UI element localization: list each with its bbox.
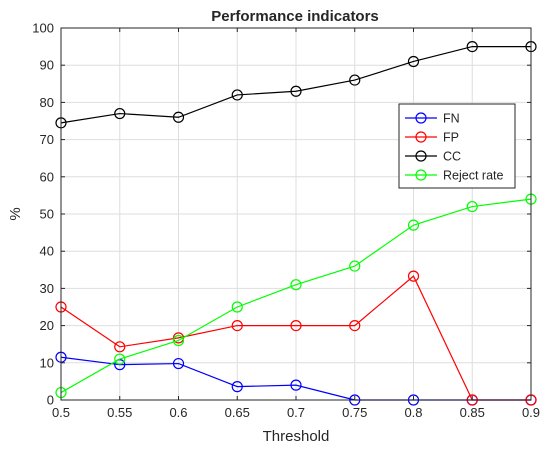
- x-tick-label: 0.9: [522, 405, 540, 420]
- x-tick-label: 0.55: [107, 405, 132, 420]
- y-tick-label: 100: [32, 21, 54, 36]
- data-point-reject-rate: [290, 279, 302, 291]
- series-reject-rate: [55, 193, 537, 399]
- legend: FN FP CC Reject rate: [398, 103, 516, 189]
- legend-marker-cc: [415, 150, 427, 162]
- x-tick-label: 0.5: [52, 405, 70, 420]
- x-tick-label: 0.7: [287, 405, 305, 420]
- data-point-fn: [231, 381, 243, 393]
- grid: [61, 28, 531, 400]
- data-point-reject-rate: [466, 200, 478, 213]
- data-point-fp: [349, 320, 361, 332]
- legend-marker-reject-rate: [415, 169, 427, 181]
- legend-label-fp: FP: [443, 131, 459, 145]
- y-axis: 0 10 20 30 40 50 60 70 80 90 100: [32, 21, 531, 408]
- data-point-cc: [114, 107, 126, 120]
- data-point-fp: [407, 270, 420, 282]
- data-point-cc: [407, 55, 420, 68]
- data-point-cc: [290, 85, 302, 97]
- y-tick-label: 20: [40, 318, 54, 333]
- data-point-cc: [172, 111, 185, 123]
- y-axis-label: %: [7, 207, 24, 220]
- y-tick-label: 40: [40, 244, 54, 259]
- x-tick-label: 0.8: [404, 405, 422, 420]
- y-tick-label: 50: [40, 207, 54, 222]
- x-axis-label: Threshold: [263, 428, 330, 445]
- data-point-cc: [231, 89, 243, 101]
- data-point-cc: [349, 74, 361, 86]
- y-tick-label: 90: [40, 58, 54, 73]
- data-point-fp: [290, 320, 302, 332]
- data-point-reject-rate: [231, 301, 243, 313]
- x-tick-label: 0.75: [342, 405, 367, 420]
- data-point-fn: [290, 379, 302, 391]
- legend-label-cc: CC: [443, 150, 461, 164]
- y-tick-label: 10: [40, 355, 54, 370]
- data-point-fp: [231, 320, 243, 332]
- x-axis: 0.5 0.55 0.6 0.65 0.7 0.75 0.8 0.85 0.9: [52, 28, 540, 420]
- series-line-fp: [60, 275, 531, 401]
- x-tick-label: 0.65: [225, 405, 250, 420]
- chart-title: Performance indicators: [211, 8, 379, 25]
- series-line-reject-rate: [60, 198, 532, 394]
- series-line-cc: [60, 45, 531, 124]
- legend-marker-fn: [415, 112, 427, 124]
- legend-label-reject-rate: Reject rate: [443, 169, 503, 183]
- y-tick-label: 80: [40, 95, 54, 110]
- data-point-fp: [114, 341, 126, 353]
- series: [55, 40, 537, 406]
- data-point-reject-rate: [407, 219, 420, 231]
- x-tick-label: 0.85: [460, 405, 485, 420]
- series-cc: [55, 40, 537, 129]
- x-tick-label: 0.6: [169, 405, 187, 420]
- y-tick-label: 0: [47, 393, 54, 408]
- legend-label-fn: FN: [443, 112, 460, 126]
- y-tick-label: 30: [40, 281, 54, 296]
- data-point-cc: [466, 40, 478, 53]
- data-point-reject-rate: [349, 260, 361, 272]
- data-point-fn: [172, 357, 185, 370]
- data-point-reject-rate: [114, 353, 126, 365]
- legend-marker-fp: [415, 131, 427, 143]
- y-tick-label: 70: [40, 132, 54, 147]
- y-tick-label: 60: [40, 169, 54, 184]
- data-point-reject-rate: [172, 334, 185, 347]
